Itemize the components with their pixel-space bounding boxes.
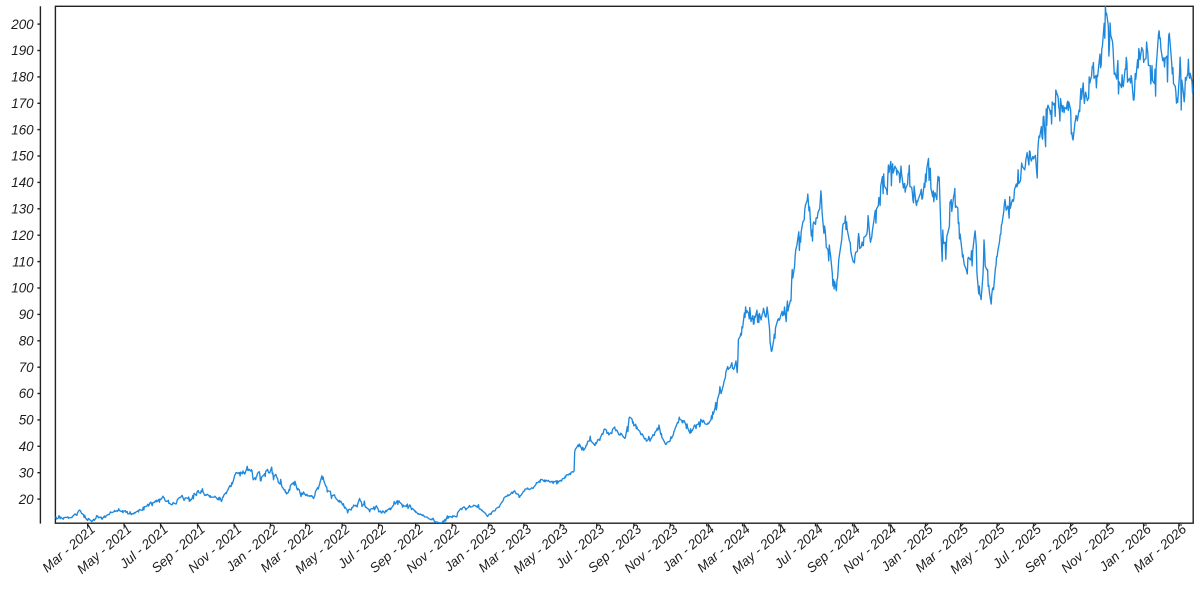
svg-text:60: 60 [19, 386, 34, 401]
svg-text:50: 50 [19, 413, 34, 428]
svg-text:160: 160 [11, 122, 34, 137]
svg-text:70: 70 [19, 360, 34, 375]
svg-text:30: 30 [19, 465, 34, 480]
svg-text:120: 120 [11, 228, 34, 243]
svg-text:140: 140 [11, 175, 34, 190]
svg-text:100: 100 [11, 281, 34, 296]
svg-text:180: 180 [11, 70, 34, 85]
svg-text:40: 40 [19, 439, 34, 454]
svg-text:90: 90 [19, 307, 34, 322]
svg-text:110: 110 [12, 254, 34, 269]
svg-text:150: 150 [11, 149, 34, 164]
svg-text:130: 130 [11, 202, 34, 217]
svg-text:80: 80 [19, 334, 34, 349]
svg-text:20: 20 [18, 492, 34, 507]
svg-text:190: 190 [11, 43, 34, 58]
svg-text:170: 170 [11, 96, 34, 111]
svg-text:200: 200 [10, 17, 34, 32]
